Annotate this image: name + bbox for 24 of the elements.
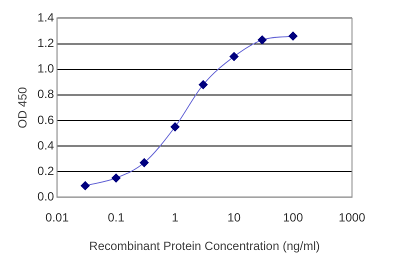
y-tick-label: 0.6 — [37, 112, 54, 127]
y-tick-label: 0.8 — [37, 87, 54, 102]
point — [112, 174, 121, 183]
x-tick-label: 10 — [227, 210, 242, 225]
y-tick-label: 1.2 — [37, 36, 54, 50]
x-tick-label: 0.01 — [45, 210, 70, 225]
x-axis-title: Recombinant Protein Concentration (ng/ml) — [89, 239, 320, 254]
point — [198, 80, 208, 90]
point — [80, 181, 90, 190]
x-tick-label: 100 — [283, 210, 304, 225]
x-tick-label: 1 — [172, 210, 179, 225]
point — [258, 35, 267, 44]
y-tick-label: 0.0 — [37, 190, 54, 204]
point — [230, 52, 239, 62]
x-tick-label: 0.1 — [108, 210, 125, 225]
y-tick-label: 0.2 — [37, 164, 54, 178]
y-tick-label: 1.4 — [37, 10, 54, 25]
point — [170, 122, 180, 132]
y-axis-title: OD 450 — [16, 86, 30, 128]
y-tick-label: 0.4 — [37, 138, 54, 152]
x-tick-label: 1000 — [338, 210, 366, 225]
y-tick-label: 1.0 — [37, 62, 54, 76]
point — [288, 32, 298, 41]
point — [140, 158, 149, 168]
